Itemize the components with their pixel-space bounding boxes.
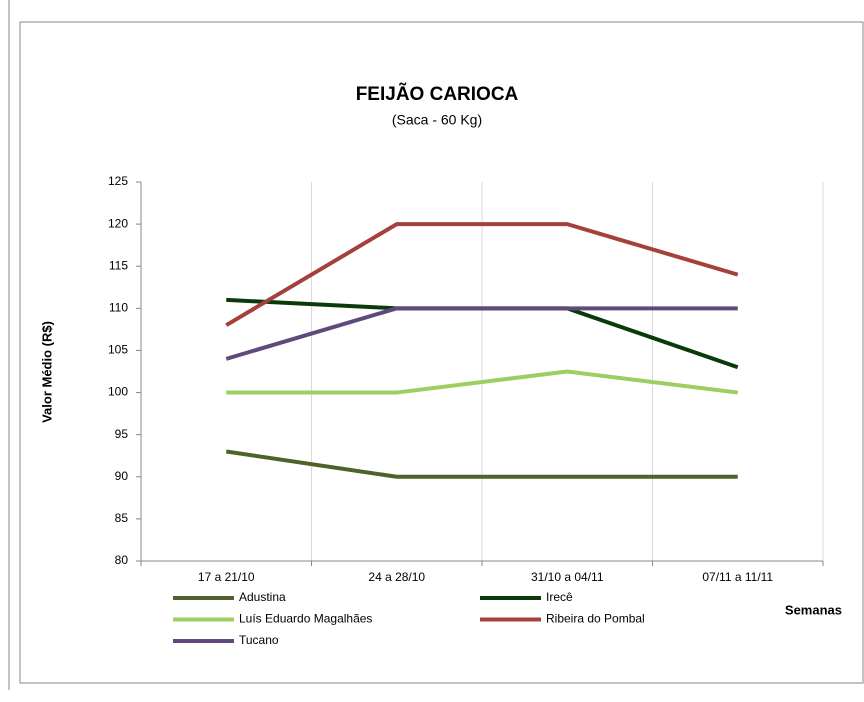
x-tick-label: 17 a 21/10 — [198, 570, 255, 584]
y-tick-label: 100 — [108, 385, 128, 399]
y-tick-label: 120 — [108, 216, 128, 230]
x-tick-label: 24 a 28/10 — [368, 570, 425, 584]
series-line — [226, 369, 738, 395]
y-tick-label: 85 — [115, 511, 129, 525]
x-tick-label: 07/11 a 11/11 — [702, 570, 773, 584]
series-line — [225, 222, 739, 327]
chart-subtitle: (Saca - 60 Kg) — [392, 112, 482, 128]
y-tick-label: 125 — [108, 174, 128, 188]
y-tick-label: 80 — [115, 553, 129, 567]
series-line — [225, 449, 738, 479]
y-tick-label: 110 — [109, 301, 128, 315]
y-tick-label: 105 — [108, 343, 128, 357]
x-tick-label: 31/10 a 04/11 — [531, 570, 604, 584]
y-tick-label: 95 — [115, 427, 129, 441]
chart-frame — [19, 21, 864, 684]
legend-label: Adustina — [239, 590, 286, 604]
series-line — [225, 306, 738, 361]
legend-label: Irecê — [546, 590, 573, 604]
x-axis-label: Semanas — [785, 602, 842, 617]
y-axis-label: Valor Médio (R$) — [39, 321, 54, 423]
y-tick-label: 90 — [115, 469, 129, 483]
legend-label: Tucano — [239, 633, 279, 647]
legend-label: Ribeira do Pombal — [546, 612, 645, 626]
legend-label: Luís Eduardo Magalhães — [239, 612, 372, 626]
chart-title: FEIJÃO CARIOCA — [356, 83, 519, 105]
y-tick-label: 115 — [109, 258, 128, 272]
